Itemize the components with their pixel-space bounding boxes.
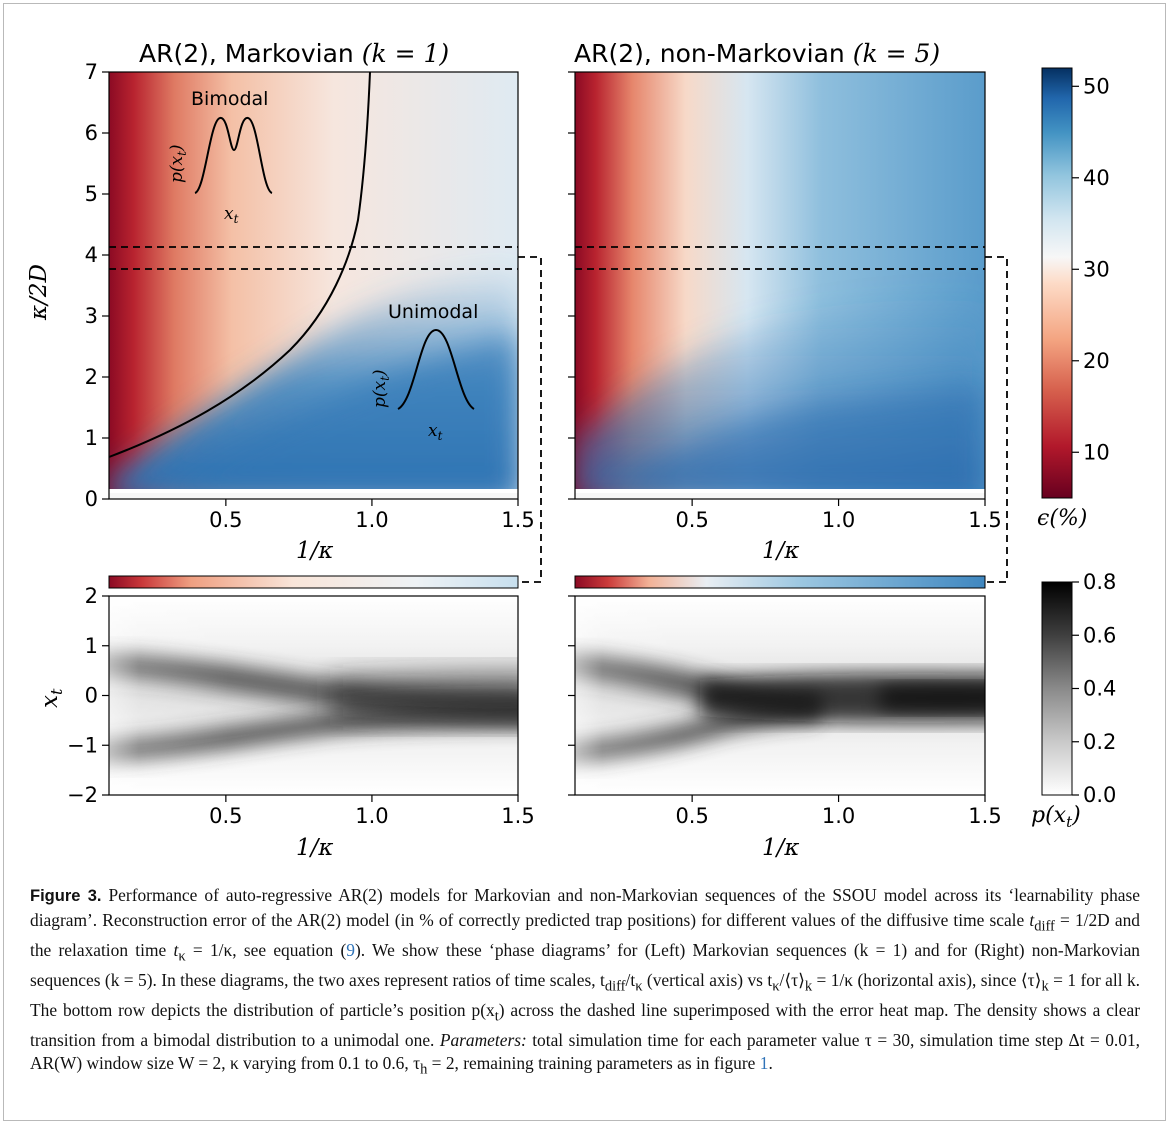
svg-text:xt: xt	[428, 421, 443, 443]
heatmap-non-markovian	[574, 71, 986, 500]
colorbar-tick-label: 0.4	[1083, 677, 1116, 701]
x-tick-label: 1.0	[355, 508, 388, 532]
colorbar-tick-label: 0.8	[1083, 570, 1116, 594]
svg-text:p(xt): p(xt)	[370, 369, 392, 408]
x-tick-label: 0.5	[675, 508, 708, 532]
x-tick-label: 1.5	[501, 804, 534, 828]
colorbar-tick-label: 0.6	[1083, 623, 1116, 647]
svg-text:AR(2), non-Markovian(k = 5): AR(2), non-Markovian (k = 5)	[574, 39, 940, 68]
svg-text:xt: xt	[37, 688, 66, 708]
x-axis-label-bottom-left: 1/κ	[296, 835, 333, 861]
density-map-right	[574, 595, 986, 796]
svg-text:p(xt): p(xt)	[1031, 803, 1081, 831]
svg-text:Unimodal: Unimodal	[388, 301, 478, 323]
colorbar-tick-label: 40	[1083, 166, 1110, 190]
y-axis-bottom-left: −2 −1 0 1 2	[67, 584, 109, 807]
phase-boundary-curve	[108, 71, 371, 458]
x-axis-bottom-right: 0.5 1.0 1.5	[675, 795, 1002, 828]
figure-frame	[3, 3, 1166, 1121]
y-tick-label: 2	[85, 584, 98, 608]
x-axis-top-left: 0.5 1.0 1.5	[209, 499, 535, 532]
y-tick-label: −1	[67, 733, 98, 757]
colorbar-tick-label: 20	[1083, 349, 1110, 373]
equation-link[interactable]: 9	[346, 939, 355, 960]
svg-text:p(xt): p(xt)	[167, 144, 189, 183]
y-tick-label: 6	[85, 121, 98, 145]
x-axis-label-bottom-right: 1/κ	[762, 835, 799, 861]
x-axis-label-top-left: 1/κ	[296, 538, 333, 564]
x-axis-bottom-left: 0.5 1.0 1.5	[209, 795, 535, 828]
y-tick-label: 1	[85, 426, 98, 450]
caption-label: Figure 3.	[30, 887, 102, 905]
colorbar-error: 10 20 30 40 50 ϵ(%)	[1037, 67, 1110, 531]
x-tick-label: 1.5	[968, 804, 1001, 828]
dashed-selection	[109, 246, 1008, 583]
x-tick-label: 1.0	[355, 804, 388, 828]
colorbar-density: 0.0 0.2 0.4 0.6 0.8 p(xt)	[1031, 570, 1116, 831]
panel-title-right: AR(2), non-Markovian (k = 5)	[574, 39, 940, 68]
svg-text:κ/2D: κ/2D	[26, 264, 52, 321]
y-axis-label-top: κ/2D	[26, 264, 52, 321]
y-axis-top-right-ticks	[568, 71, 575, 500]
y-tick-label: −2	[67, 783, 98, 807]
svg-text:xt: xt	[224, 204, 239, 226]
figure-link[interactable]: 1	[759, 1053, 769, 1074]
unimodal-annotation: Unimodal p(xt) xt	[370, 301, 478, 443]
colorbar-tick-label: 50	[1083, 74, 1110, 98]
y-axis-label-bottom: xt	[37, 688, 66, 708]
heatmap-markovian	[108, 71, 519, 500]
density-map-left	[108, 595, 519, 796]
y-tick-label: 0	[85, 487, 98, 511]
colorbar-tick-label: 30	[1083, 257, 1110, 281]
error-strip-right	[574, 575, 986, 589]
x-axis-top-right: 0.5 1.0 1.5	[675, 499, 1002, 532]
x-tick-label: 0.5	[209, 508, 242, 532]
y-tick-label: 0	[85, 684, 98, 708]
y-tick-label: 1	[85, 634, 98, 658]
x-axis-label-top-right: 1/κ	[762, 538, 799, 564]
y-tick-label: 3	[85, 304, 98, 328]
figure-caption: Figure 3. Performance of auto-regressive…	[30, 885, 1141, 1078]
x-tick-label: 1.0	[822, 804, 855, 828]
y-tick-label: 5	[85, 182, 98, 206]
y-tick-label: 2	[85, 365, 98, 389]
error-strip-left	[108, 575, 519, 589]
svg-text:ϵ(%): ϵ(%)	[1037, 506, 1087, 531]
y-tick-label: 4	[85, 243, 98, 267]
figure: Bimodal p(xt) xt Unimodal p(xt) xt AR(2)…	[26, 39, 1116, 861]
y-axis-bottom-right-ticks	[568, 595, 575, 796]
x-tick-label: 0.5	[675, 804, 708, 828]
colorbar-tick-label: 0.0	[1083, 783, 1116, 807]
colorbar-tick-label: 0.2	[1083, 730, 1116, 754]
x-tick-label: 1.0	[822, 508, 855, 532]
panel-title-left: AR(2), Markovian (k = 1)	[139, 39, 449, 68]
x-tick-label: 1.5	[501, 508, 534, 532]
y-axis-top-left: 0 1 2 3 4 5 6 7	[85, 60, 109, 511]
y-tick-label: 7	[85, 60, 98, 84]
svg-text:AR(2), Markovian(k = 1): AR(2), Markovian (k = 1)	[139, 39, 449, 68]
bimodal-annotation: Bimodal p(xt) xt	[167, 88, 273, 226]
x-tick-label: 0.5	[209, 804, 242, 828]
colorbar-tick-label: 10	[1083, 440, 1110, 464]
x-tick-label: 1.5	[968, 508, 1001, 532]
svg-text:Bimodal: Bimodal	[191, 88, 268, 110]
